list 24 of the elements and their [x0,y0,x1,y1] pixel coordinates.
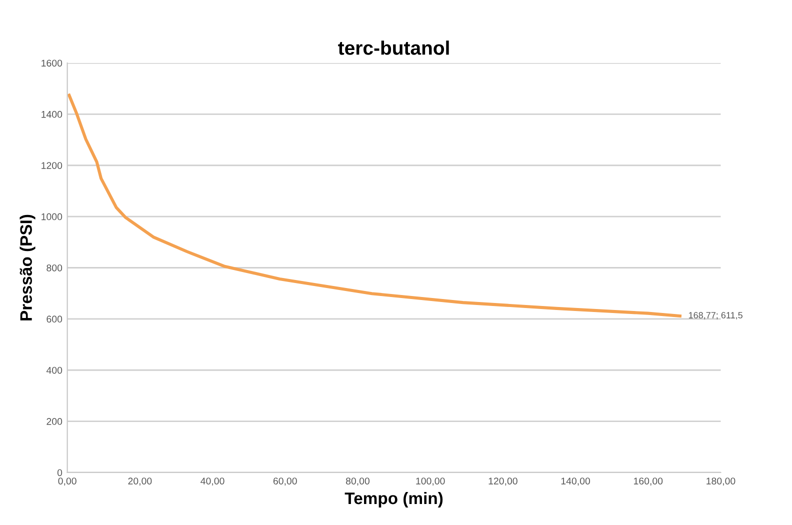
y-tick-label: 1000 [42,213,62,220]
x-tick-label: 180,00 [706,478,736,486]
x-tick-label: 60,00 [273,478,297,486]
y-tick-label: 0 [57,469,62,476]
y-axis-title: Pressão (PSI) [20,214,36,320]
x-tick-label: 40,00 [200,478,224,486]
line-series [68,94,682,318]
y-tick-label: 1200 [42,162,62,169]
x-tick-label: 20,00 [128,478,152,486]
x-tick-label: 80,00 [346,478,370,486]
x-axis-title: Tempo (min) [344,492,443,508]
y-tick-label: 400 [46,366,62,374]
annotation: 168,77; 611,5 [688,312,742,320]
y-tick-label: 200 [46,418,62,425]
x-tick-label: 140,00 [561,478,590,486]
x-tick-label: 120,00 [488,478,518,486]
y-tick-label: 600 [46,316,62,323]
x-tick-label: 0,00 [58,478,76,486]
x-tick-label: 100,00 [416,478,445,486]
chart-title: terc-butanol [338,40,449,55]
y-tick-label: 800 [46,264,62,272]
x-tick-label: 160,00 [634,478,663,486]
y-tick-label: 1600 [42,60,62,67]
y-tick-label: 1400 [42,110,62,118]
